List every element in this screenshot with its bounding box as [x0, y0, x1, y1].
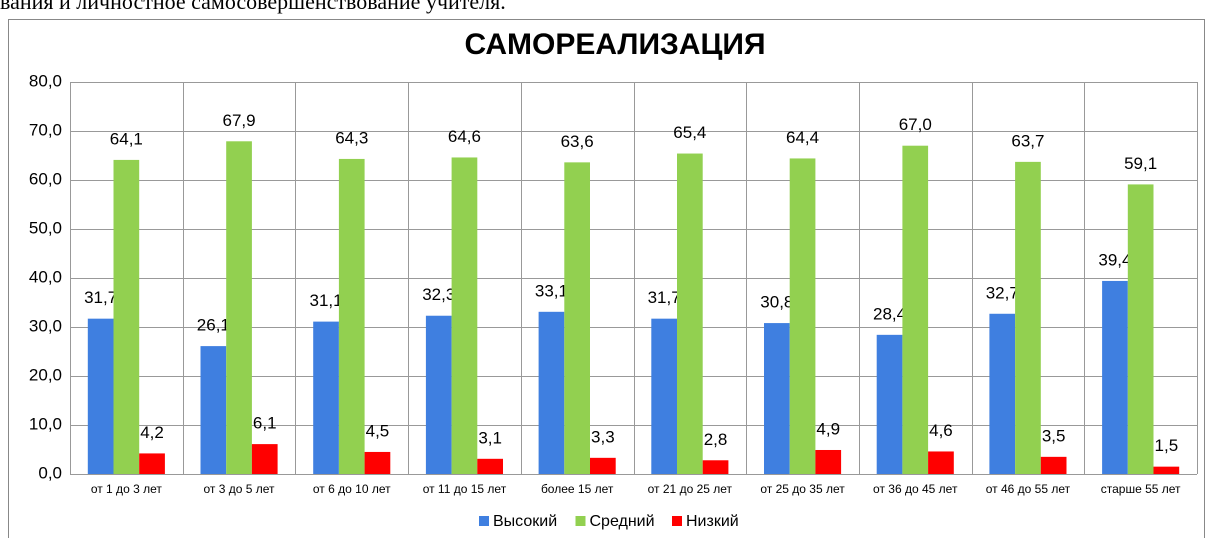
- value-label: 4,5: [366, 421, 390, 440]
- value-label: 4,9: [816, 419, 840, 438]
- y-tick-label: 0,0: [38, 463, 62, 482]
- bar: [564, 162, 590, 475]
- bar: [451, 157, 478, 474]
- y-tick-label: 30,0: [29, 316, 62, 335]
- value-label: 67,9: [223, 111, 256, 130]
- legend-swatch: [672, 516, 682, 526]
- x-tick-label: от 11 до 15 лет: [423, 482, 507, 496]
- bar: [200, 346, 227, 474]
- bar: [876, 334, 903, 474]
- legend-label: Низкий: [686, 513, 739, 530]
- bar: [702, 460, 729, 474]
- header-text: вания и личностное самосовершенствование…: [0, 0, 506, 14]
- value-label: 3,5: [1042, 426, 1066, 445]
- y-tick-label: 40,0: [29, 267, 62, 286]
- y-tick-label: 60,0: [29, 169, 62, 188]
- x-tick-label: от 21 до 25 лет: [648, 482, 733, 496]
- value-label: 2,8: [704, 430, 728, 449]
- bar: [538, 311, 565, 474]
- bar: [1040, 456, 1067, 474]
- bar: [1015, 161, 1041, 474]
- bar: [590, 457, 616, 474]
- bar: [313, 321, 339, 474]
- value-label: 65,4: [673, 123, 706, 142]
- x-tick-label: старше 55 лет: [1101, 482, 1181, 496]
- bar: [651, 318, 677, 474]
- value-label: 31,7: [84, 288, 117, 307]
- value-label: 30,8: [760, 293, 793, 312]
- value-label: 31,7: [648, 288, 681, 307]
- bar: [425, 315, 452, 474]
- value-label: 59,1: [1124, 154, 1157, 173]
- x-tick-label: более 15 лет: [541, 482, 614, 496]
- value-label: 31,1: [310, 291, 343, 310]
- y-tick-label: 80,0: [29, 71, 62, 90]
- y-tick-label: 70,0: [29, 120, 62, 139]
- x-tick-label: от 3 до 5 лет: [204, 482, 276, 496]
- value-label: 64,3: [335, 128, 368, 147]
- bar: [477, 458, 503, 474]
- bar: [364, 451, 391, 474]
- value-label: 3,1: [478, 428, 502, 447]
- bar: [251, 444, 278, 474]
- legend-label: Средний: [590, 513, 655, 530]
- value-label: 39,4: [1098, 250, 1131, 269]
- bar: [1102, 280, 1128, 474]
- value-label: 4,6: [929, 421, 953, 440]
- x-tick-label: от 36 до 45 лет: [873, 482, 958, 496]
- legend-label: Высокий: [493, 513, 557, 530]
- value-label: 67,0: [899, 115, 932, 134]
- legend-swatch: [479, 516, 489, 526]
- legend-swatch: [575, 516, 586, 526]
- bar: [789, 158, 816, 474]
- value-label: 28,4: [873, 304, 906, 323]
- value-label: 63,6: [561, 132, 594, 151]
- value-label: 26,1: [197, 316, 230, 335]
- chart-title: САМОРЕАЛИЗАЦИЯ: [464, 28, 765, 61]
- bar: [815, 449, 842, 474]
- y-tick-label: 10,0: [29, 414, 62, 433]
- value-label: 32,3: [422, 285, 455, 304]
- value-label: 1,5: [1155, 436, 1179, 455]
- value-label: 64,1: [110, 129, 143, 148]
- bar: [338, 158, 365, 474]
- bar: [226, 141, 252, 475]
- value-label: 32,7: [986, 283, 1019, 302]
- x-tick-label: от 25 до 35 лет: [760, 482, 845, 496]
- bar: [989, 313, 1016, 474]
- value-label: 63,7: [1011, 131, 1044, 150]
- bar: [928, 451, 954, 474]
- bar: [139, 453, 165, 474]
- bar: [1153, 466, 1180, 474]
- bar: [764, 323, 790, 474]
- value-label: 64,4: [786, 128, 819, 147]
- bar: [1127, 184, 1154, 474]
- bar: [902, 145, 929, 474]
- bar: [87, 318, 114, 474]
- x-tick-label: от 46 до 55 лет: [986, 482, 1071, 496]
- value-label: 64,6: [448, 127, 481, 146]
- value-label: 33,1: [535, 281, 568, 300]
- bar: [677, 153, 703, 475]
- x-tick-label: от 1 до 3 лет: [91, 482, 163, 496]
- value-label: 3,3: [591, 427, 615, 446]
- x-tick-label: от 6 до 10 лет: [313, 482, 391, 496]
- bar: [113, 159, 140, 474]
- y-tick-label: 50,0: [29, 218, 62, 237]
- y-tick-label: 20,0: [29, 365, 62, 384]
- value-label: 6,1: [253, 414, 277, 433]
- value-label: 4,2: [140, 423, 164, 442]
